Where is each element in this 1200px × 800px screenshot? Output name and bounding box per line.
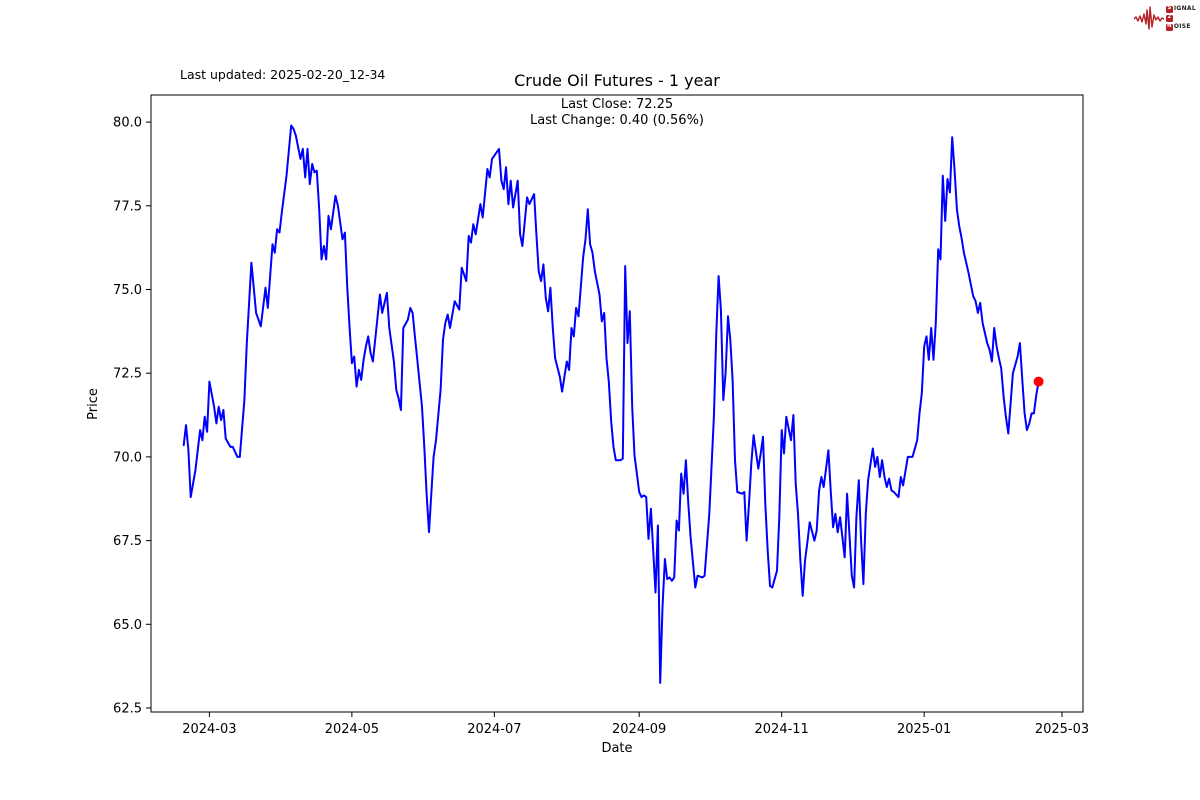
x-axis-label: Date bbox=[601, 741, 632, 756]
last-change-annotation: Last Change: 0.40 (0.56%) bbox=[529, 113, 705, 128]
price-polyline bbox=[182, 124, 1040, 684]
x-tick-label: 2025-03 bbox=[1035, 722, 1089, 737]
y-tick-label: 62.5 bbox=[113, 701, 142, 716]
y-tick-label: 77.5 bbox=[113, 199, 142, 214]
x-tick-label: 2024-07 bbox=[467, 722, 521, 737]
y-tick-label: 65.0 bbox=[113, 618, 142, 633]
logo-letter-box-s: S bbox=[1165, 5, 1173, 13]
logo-letter-box-n: N bbox=[1165, 23, 1173, 31]
x-tick-label: 2024-05 bbox=[325, 722, 379, 737]
x-tick-label: 2024-11 bbox=[755, 722, 809, 737]
logo-text-oise: OISE bbox=[1173, 23, 1191, 30]
logo-wordmark: S IGNAL 2 N OISE bbox=[1165, 5, 1196, 31]
logo-row-signal: S IGNAL bbox=[1165, 5, 1196, 13]
x-tick-label: 2024-09 bbox=[612, 722, 666, 737]
x-tick-label: 2025-01 bbox=[897, 722, 951, 737]
x-axis-ticks: 2024-03 2024-05 2024-07 2024-09 2024-11 2025-… bbox=[182, 712, 1089, 737]
y-tick-label: 67.5 bbox=[113, 534, 142, 549]
logo-row-2: 2 bbox=[1165, 14, 1196, 22]
y-tick-label: 72.5 bbox=[113, 367, 142, 382]
x-tick-label: 2024-03 bbox=[182, 722, 236, 737]
y-axis-label: Price bbox=[86, 388, 101, 420]
signal2noise-logo: S IGNAL 2 N OISE bbox=[1133, 4, 1196, 32]
chart-title: Crude Oil Futures - 1 year bbox=[514, 71, 720, 90]
logo-letter-box-2: 2 bbox=[1165, 14, 1173, 22]
last-close-annotation: Last Close: 72.25 bbox=[560, 97, 674, 112]
y-tick-label: 80.0 bbox=[113, 116, 142, 131]
y-axis-ticks: 62.5 65.0 67.5 70.0 72.5 75.0 77.5 80.0 bbox=[113, 116, 151, 716]
logo-row-noise: N OISE bbox=[1165, 23, 1196, 31]
y-tick-label: 75.0 bbox=[113, 283, 142, 298]
plot-frame bbox=[150, 94, 1084, 713]
last-close-marker bbox=[1033, 376, 1044, 387]
price-series-line bbox=[182, 124, 1044, 684]
y-tick-label: 70.0 bbox=[113, 450, 142, 465]
last-updated-text: Last updated: 2025-02-20_12-34 bbox=[180, 67, 386, 82]
ecg-waveform-icon bbox=[1133, 6, 1164, 30]
logo-text-ignal: IGNAL bbox=[1173, 5, 1196, 12]
